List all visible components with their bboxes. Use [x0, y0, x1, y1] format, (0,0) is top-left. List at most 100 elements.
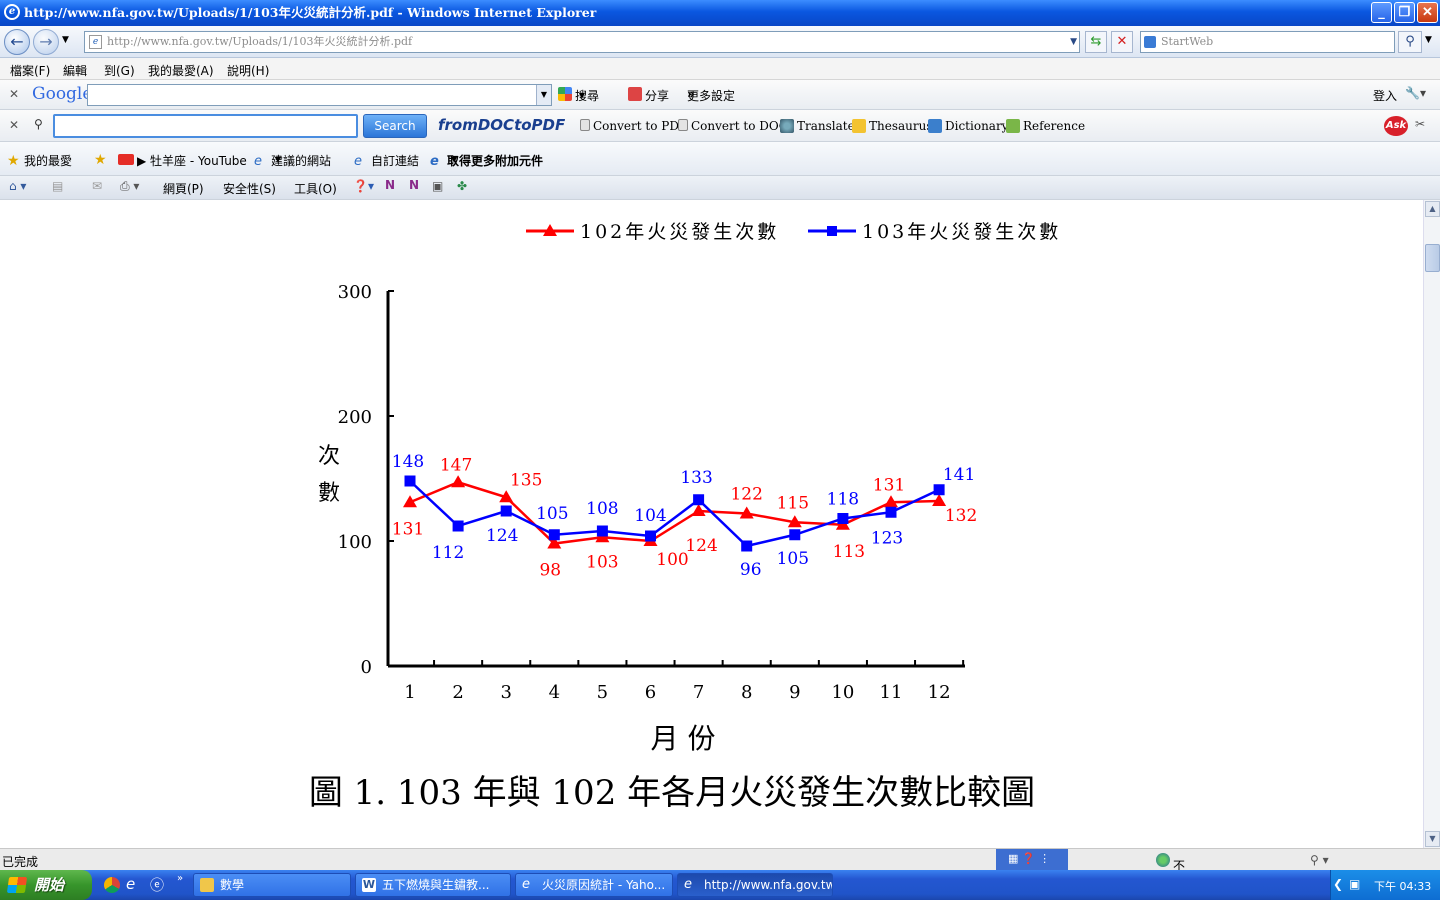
convert-to-pdf-button[interactable]: Convert to PDF: [580, 119, 687, 133]
dictionary-button[interactable]: Dictionary: [928, 119, 1008, 134]
menu-goto[interactable]: 到(G): [104, 64, 135, 78]
favorite-suggested-sites[interactable]: e 建議的網站 ▾: [254, 152, 332, 169]
thesaurus-button[interactable]: Thesaurus: [852, 119, 933, 134]
ie2-quicklaunch-icon[interactable]: ⓔ: [150, 878, 164, 894]
chrome-icon[interactable]: [104, 877, 120, 893]
dictionary-icon: [928, 119, 942, 133]
menu-page[interactable]: 網頁(P): [163, 182, 204, 196]
menu-tools[interactable]: 工具(O): [294, 182, 337, 196]
address-dropdown-icon[interactable]: ▼: [1070, 37, 1077, 47]
data-label: 122: [730, 485, 762, 505]
network-icon[interactable]: ▣: [1349, 877, 1361, 891]
data-label: 133: [680, 468, 712, 488]
translate-button[interactable]: Translate: [780, 119, 855, 134]
toolbar-close-icon[interactable]: ✕: [9, 118, 20, 132]
favorites-star-icon: ★: [7, 153, 20, 169]
google-search-icon: [558, 87, 572, 101]
google-search-button[interactable]: 搜尋 ▾: [558, 87, 599, 103]
search-input[interactable]: StartWeb: [1140, 31, 1395, 53]
quicklaunch-more-icon[interactable]: »: [177, 873, 184, 884]
page-icon: e: [89, 35, 102, 49]
zoom-icon[interactable]: ⚲ ▾: [1310, 853, 1329, 867]
forward-button[interactable]: →: [33, 29, 59, 55]
menu-safety[interactable]: 安全性(S): [223, 182, 276, 196]
favorites-button[interactable]: ★ 我的最愛: [7, 153, 73, 169]
google-toolbar: ✕ Google ▼ 搜尋 ▾ 分享 更多設定 » 登入 🔧▾: [0, 80, 1440, 110]
data-point-102: [739, 506, 754, 519]
favorite-custom-links[interactable]: e 自訂連結: [354, 154, 420, 169]
legend-square-marker: [827, 226, 837, 236]
menu-file[interactable]: 檔案(F): [10, 64, 51, 78]
address-input[interactable]: e http://www.nfa.gov.tw/Uploads/1/103年火災…: [84, 31, 1080, 53]
task-math-folder[interactable]: 數學: [193, 873, 351, 897]
wrench-icon[interactable]: 🔧▾: [1405, 86, 1426, 100]
home-icon[interactable]: ⌂ ▾: [9, 179, 27, 193]
vertical-scrollbar[interactable]: ▲ ▼: [1423, 200, 1440, 848]
menu-favorites[interactable]: 我的最愛(A): [148, 64, 214, 78]
window-title: http://www.nfa.gov.tw/Uploads/1/103年火災統計…: [24, 5, 597, 20]
feeds-icon[interactable]: ▤: [52, 179, 64, 193]
data-label: 112: [432, 543, 464, 563]
scroll-up-icon[interactable]: ▲: [1425, 201, 1440, 217]
fromdoctopdf-logo[interactable]: fromDOCtoPDF: [438, 116, 566, 134]
data-point-103: [452, 520, 464, 532]
data-label: 105: [777, 549, 809, 569]
data-label: 135: [510, 470, 542, 490]
x-tick-label: 6: [645, 682, 656, 703]
more-settings-button[interactable]: 更多設定 »: [687, 87, 736, 103]
add-favorite-icon[interactable]: ★: [94, 152, 107, 168]
tools-icon[interactable]: ✂: [1415, 117, 1426, 131]
login-link[interactable]: 登入: [1373, 89, 1398, 103]
menu-edit[interactable]: 編輯: [63, 64, 88, 78]
ask-toolbar: ✕ ⚲ Search fromDOCtoPDF Convert to PDF C…: [0, 110, 1440, 142]
mail-icon[interactable]: ✉: [92, 179, 103, 193]
restore-button[interactable]: ❐: [1394, 2, 1415, 23]
x-tick-label: 10: [831, 682, 854, 703]
start-button[interactable]: 開始: [0, 870, 92, 900]
history-dropdown-icon[interactable]: ▼: [62, 35, 69, 45]
back-button[interactable]: ←: [4, 29, 30, 55]
onenote-icon[interactable]: N: [385, 178, 396, 192]
stop-icon[interactable]: ✕: [1111, 31, 1133, 53]
research-icon[interactable]: ▣: [432, 179, 444, 193]
refresh-icon[interactable]: ⇆: [1085, 31, 1107, 53]
favorite-get-addons[interactable]: e 取得更多附加元件 ▾: [430, 152, 544, 169]
ie-page-icon: e: [354, 154, 362, 169]
scroll-down-icon[interactable]: ▼: [1425, 831, 1440, 847]
minimize-button[interactable]: _: [1371, 2, 1392, 23]
tray-expand-icon[interactable]: ❮: [1333, 877, 1344, 891]
search-options-icon[interactable]: ▼: [1425, 35, 1432, 45]
messenger-icon[interactable]: ✤: [457, 179, 468, 193]
help-icon[interactable]: ❓▾: [353, 179, 374, 193]
y-tick-label: 100: [338, 532, 372, 553]
ask-logo-icon[interactable]: Ask: [1384, 116, 1408, 136]
task-word-doc[interactable]: W 五下燃燒與生鏽教...: [355, 873, 511, 897]
pdf-tools-panel[interactable]: ▦ ❓ ⋮: [996, 849, 1068, 871]
google-logo: Google: [32, 84, 93, 104]
scroll-thumb[interactable]: [1425, 244, 1440, 272]
ask-search-input[interactable]: [53, 114, 358, 138]
favorite-youtube[interactable]: ▶ 牡羊座 - YouTube: [118, 152, 247, 168]
globe-icon: [1156, 853, 1170, 867]
ask-search-button[interactable]: Search: [363, 114, 427, 138]
reference-button[interactable]: Reference: [1006, 119, 1085, 134]
task-nfa-pdf[interactable]: ehttp://www.nfa.gov.tw/...: [677, 873, 833, 897]
doc-icon: [678, 119, 688, 131]
data-label: 115: [777, 493, 809, 513]
data-label: 98: [539, 561, 561, 581]
data-point-103: [645, 530, 656, 542]
task-yahoo[interactable]: e 火災原因統計 - Yaho...: [515, 873, 673, 897]
google-search-input[interactable]: ▼: [87, 84, 552, 106]
menu-help[interactable]: 說明(H): [227, 64, 270, 78]
toolbar-close-icon[interactable]: ✕: [9, 87, 20, 101]
convert-to-doc-button[interactable]: Convert to DOC: [678, 119, 788, 133]
google-dropdown-icon[interactable]: ▼: [536, 85, 551, 105]
data-point-103: [548, 529, 560, 541]
search-go-icon[interactable]: ⚲: [1398, 31, 1422, 53]
ie-quicklaunch-icon[interactable]: e: [126, 875, 136, 893]
close-button[interactable]: ✕: [1417, 2, 1438, 23]
share-button[interactable]: 分享: [628, 87, 669, 103]
onenote-linked-icon[interactable]: N: [409, 178, 420, 192]
system-tray: ❮ ▣ 下午 04:33: [1330, 870, 1440, 900]
print-icon[interactable]: ⎙ ▾: [120, 179, 140, 193]
